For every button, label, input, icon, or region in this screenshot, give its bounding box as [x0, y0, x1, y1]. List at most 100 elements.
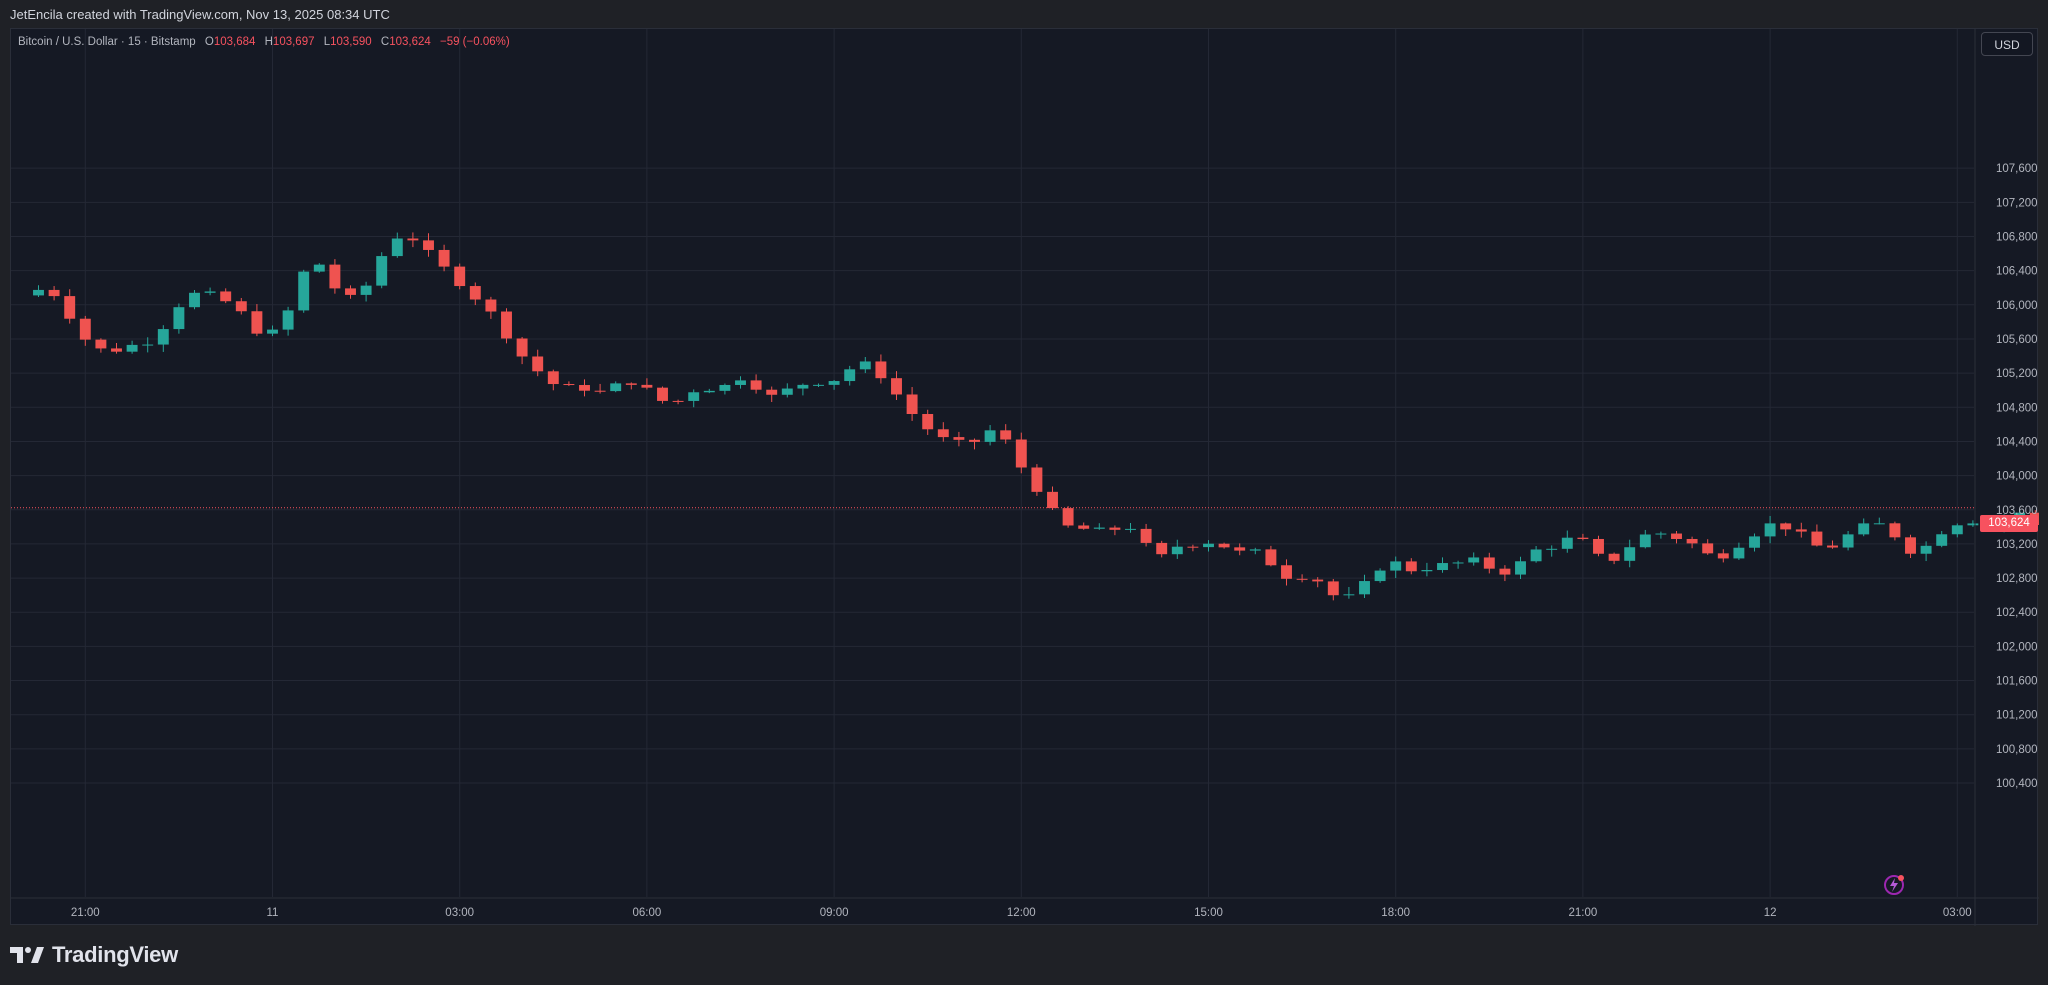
legend-change: −59 (−0.06%) — [439, 36, 510, 48]
candle-body — [501, 311, 512, 339]
price-tick-label: 100,400 — [1996, 778, 2038, 790]
candle-body — [33, 289, 44, 296]
candle-body — [1062, 508, 1074, 526]
price-tick-label: 107,200 — [1996, 197, 2038, 209]
candle-body — [1593, 538, 1604, 554]
time-tick-label: 06:00 — [633, 907, 662, 919]
candle-body — [345, 288, 356, 295]
time-axis[interactable]: 21:00 11 03:00 06:00 09:00 12:00 15:00 18:00 21:… — [71, 907, 1972, 919]
candle-body — [1203, 543, 1214, 548]
candle-body — [1733, 547, 1745, 559]
candle-body — [1109, 527, 1121, 530]
candle-body — [735, 380, 746, 385]
candle-body — [610, 383, 622, 392]
legend-high-value: 103,697 — [272, 36, 315, 48]
time-tick-label: 09:00 — [820, 907, 849, 919]
candle-body — [1140, 528, 1152, 543]
legend-low-label: L — [323, 36, 331, 48]
candle-body — [1265, 549, 1277, 566]
legend-open-label: O — [204, 36, 214, 48]
time-tick-label: 15:00 — [1194, 907, 1223, 919]
candle-body — [1327, 581, 1339, 596]
candle-body — [485, 299, 497, 312]
candle-body — [64, 296, 76, 319]
candles — [33, 232, 2039, 601]
candle-body — [1624, 547, 1636, 561]
candle-body — [1608, 553, 1620, 561]
candle-body — [1858, 523, 1870, 535]
flash-icon[interactable] — [1881, 872, 1907, 898]
candle-body — [220, 291, 232, 302]
legend-low-value: 103,590 — [330, 36, 372, 48]
candle-body — [1000, 430, 1012, 440]
price-tick-label: 101,200 — [1996, 710, 2038, 722]
candle-body — [142, 344, 154, 346]
candle-body — [1920, 545, 1932, 554]
candle-body — [1249, 549, 1261, 551]
price-tick-label: 106,400 — [1996, 266, 2038, 278]
candle-body — [1281, 565, 1292, 579]
candle-body — [1405, 561, 1417, 572]
candle-body — [95, 339, 107, 349]
price-tick-label: 100,800 — [1996, 744, 2038, 756]
candle-body — [1312, 579, 1324, 582]
price-tick-label: 105,200 — [1996, 368, 2038, 380]
grid — [11, 29, 1974, 897]
legend-high-label: H — [264, 36, 273, 48]
candle-body — [1967, 523, 1979, 526]
candle-body — [1156, 542, 1168, 555]
candle-body — [1951, 525, 1963, 535]
chart-panel[interactable]: 100,400 100,800 101,200 101,600 102,000 102,4… — [10, 28, 2039, 926]
candle-body — [937, 429, 949, 438]
legend-symbol[interactable]: Bitcoin / U.S. Dollar · 15 · Bitstamp — [18, 36, 196, 48]
candle-body — [1234, 547, 1246, 551]
time-tick-label: 03:00 — [445, 907, 474, 919]
candle-body — [111, 348, 122, 352]
candle-body — [1764, 523, 1776, 537]
candle-body — [657, 387, 668, 401]
candle-body — [1078, 525, 1090, 529]
candle-body — [1452, 562, 1464, 564]
time-tick-label: 12:00 — [1007, 907, 1036, 919]
price-tick-label: 105,600 — [1996, 334, 2038, 346]
candle-body — [1749, 536, 1760, 548]
candle-body — [126, 344, 138, 352]
candle-body — [407, 238, 419, 241]
last-price-label: 103,624 — [1980, 515, 2038, 532]
candle-body — [1530, 549, 1542, 562]
candle-body — [438, 249, 450, 267]
candle-body — [579, 385, 590, 391]
chart-credit: JetEncila created with TradingView.com, … — [10, 7, 390, 22]
time-tick-label: 11 — [267, 907, 279, 919]
candle-body — [1686, 538, 1698, 544]
legend-open-value: 103,684 — [213, 36, 256, 48]
candle-body — [313, 264, 325, 272]
candle-body — [984, 430, 996, 442]
candle-body — [1483, 557, 1495, 569]
candlestick-chart[interactable]: 100,400 100,800 101,200 101,600 102,000 102,4… — [11, 29, 2039, 926]
candle-body — [1359, 581, 1370, 595]
candle-body — [922, 414, 934, 430]
candle-body — [1827, 545, 1838, 548]
candle-body — [906, 394, 918, 415]
candle-body — [1187, 546, 1199, 548]
price-tick-label: 106,800 — [1996, 231, 2038, 243]
price-tick-label: 102,400 — [1996, 607, 2038, 619]
candle-body — [1468, 557, 1480, 563]
candle-body — [1499, 568, 1511, 575]
candle-body — [79, 318, 91, 340]
candle-body — [189, 292, 200, 308]
candle-body — [282, 310, 294, 330]
brand[interactable]: TradingView — [10, 940, 178, 970]
candle-body — [1437, 563, 1448, 571]
candle-body — [423, 240, 434, 250]
price-axis[interactable]: 100,400 100,800 101,200 101,600 102,000 102,4… — [1996, 163, 2038, 790]
price-tick-label: 107,600 — [1996, 163, 2038, 175]
legend-close-value: 103,624 — [389, 36, 431, 48]
legend-close-label: C — [380, 36, 390, 48]
candle-body — [1546, 548, 1558, 550]
candle-body — [1296, 578, 1308, 580]
candle-body — [360, 285, 372, 295]
currency-button[interactable]: USD — [1981, 32, 2033, 56]
candle-body — [376, 256, 388, 286]
